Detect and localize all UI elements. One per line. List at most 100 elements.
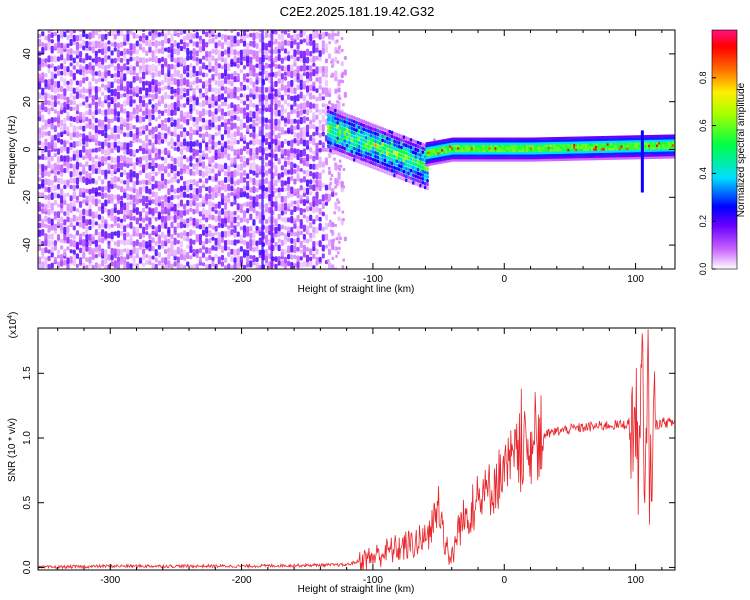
heatmap-cell [236,57,240,64]
heatmap-cell [575,138,578,142]
heatmap-cell [531,147,535,150]
heatmap-cell [624,149,627,153]
heatmap-cell [104,160,108,165]
heatmap-cell [223,57,228,65]
heatmap-cell [63,101,67,108]
heatmap-cell [97,186,102,191]
heatmap-cell [510,137,513,141]
heatmap-cell [255,257,259,263]
heatmap-cell [437,147,440,150]
heatmap-cell [293,101,297,107]
heatmap-cell [427,163,430,167]
heatmap-cell [41,42,45,47]
heatmap-cell [110,96,114,105]
heatmap-cell [416,159,420,164]
heatmap-cell [110,247,114,255]
heatmap-cell [657,149,661,152]
heatmap-cell [170,201,174,208]
heatmap-cell [258,57,262,65]
heatmap-cell [198,58,202,64]
heatmap-cell [164,85,168,90]
heatmap-cell [612,150,615,153]
heatmap-cell [470,151,473,155]
heatmap-cell [56,56,61,62]
heatmap-cell [490,147,493,150]
heatmap-cell [101,34,105,42]
heatmap-cell [44,73,48,78]
heatmap-cell [211,168,215,174]
heatmap-cell [616,145,619,148]
heatmap-cell [154,147,158,152]
heatmap-cell [233,75,237,83]
heatmap-cell [123,73,127,81]
heatmap-cell [636,140,639,143]
heatmap-cell [441,156,444,159]
heatmap-cell [604,155,607,158]
heatmap-cell [447,140,450,144]
heatmap-cell [50,262,54,269]
heatmap-cell [539,146,542,150]
heatmap-cell [453,144,456,148]
heatmap-cell [638,154,641,157]
heatmap-cell [123,155,127,163]
heatmap-cell [458,154,462,157]
heatmap-cell [653,139,657,143]
heatmap-cell [355,117,358,121]
heatmap-cell [456,142,460,145]
heatmap-cell [60,102,64,111]
heatmap-cell [85,96,89,103]
heatmap-cell [458,142,462,145]
heatmap-cell [561,151,564,154]
heatmap-cell [533,144,537,148]
heatmap-cell [610,138,613,141]
heatmap-cell [205,125,209,131]
heatmap-cell [233,55,237,63]
heatmap-cell [82,125,86,132]
heatmap-cell [82,65,86,73]
heatmap-cell [433,162,436,166]
heatmap-cell [293,254,297,260]
heatmap-cell [195,188,199,195]
heatmap-cell [129,234,133,242]
heatmap-cell [211,206,215,212]
heatmap-cell [148,188,152,195]
heatmap-cell [223,49,228,55]
heatmap-cell [252,230,256,239]
heatmap-cell [173,172,177,180]
heatmap-cell [305,124,310,133]
heatmap-cell [94,125,98,134]
heatmap-cell [423,181,427,186]
heatmap-cell [60,216,64,223]
heatmap-cell [665,146,669,150]
heatmap-cell [119,93,124,98]
heatmap-cell [78,88,83,94]
heatmap-cell [498,159,501,162]
heatmap-cell [585,141,588,144]
heatmap-cell [462,142,466,145]
heatmap-cell [138,186,143,195]
heatmap-cell [357,152,361,156]
heatmap-cell [355,139,358,144]
heatmap-cell [205,30,209,32]
heatmap-cell [510,154,513,157]
heatmap-cell [337,251,340,255]
heatmap-cell [72,141,76,148]
heatmap-cell [421,161,425,166]
heatmap-cell [129,249,133,256]
heatmap-cell [258,48,262,54]
heatmap-cell [41,208,45,214]
heatmap-cell [650,149,653,152]
heatmap-cell [400,134,403,139]
heatmap-cell [404,178,408,182]
heatmap-cell [527,137,531,141]
heatmap-cell [388,156,392,161]
heatmap-cell [182,35,187,41]
heatmap-cell [404,151,408,156]
heatmap-cell [573,158,576,161]
heatmap-cell [151,255,155,260]
heatmap-cell [75,34,80,42]
heatmap-cell [478,142,481,145]
heatmap-cell [494,156,497,160]
heatmap-cell [208,68,212,73]
heatmap-cell [374,132,377,136]
